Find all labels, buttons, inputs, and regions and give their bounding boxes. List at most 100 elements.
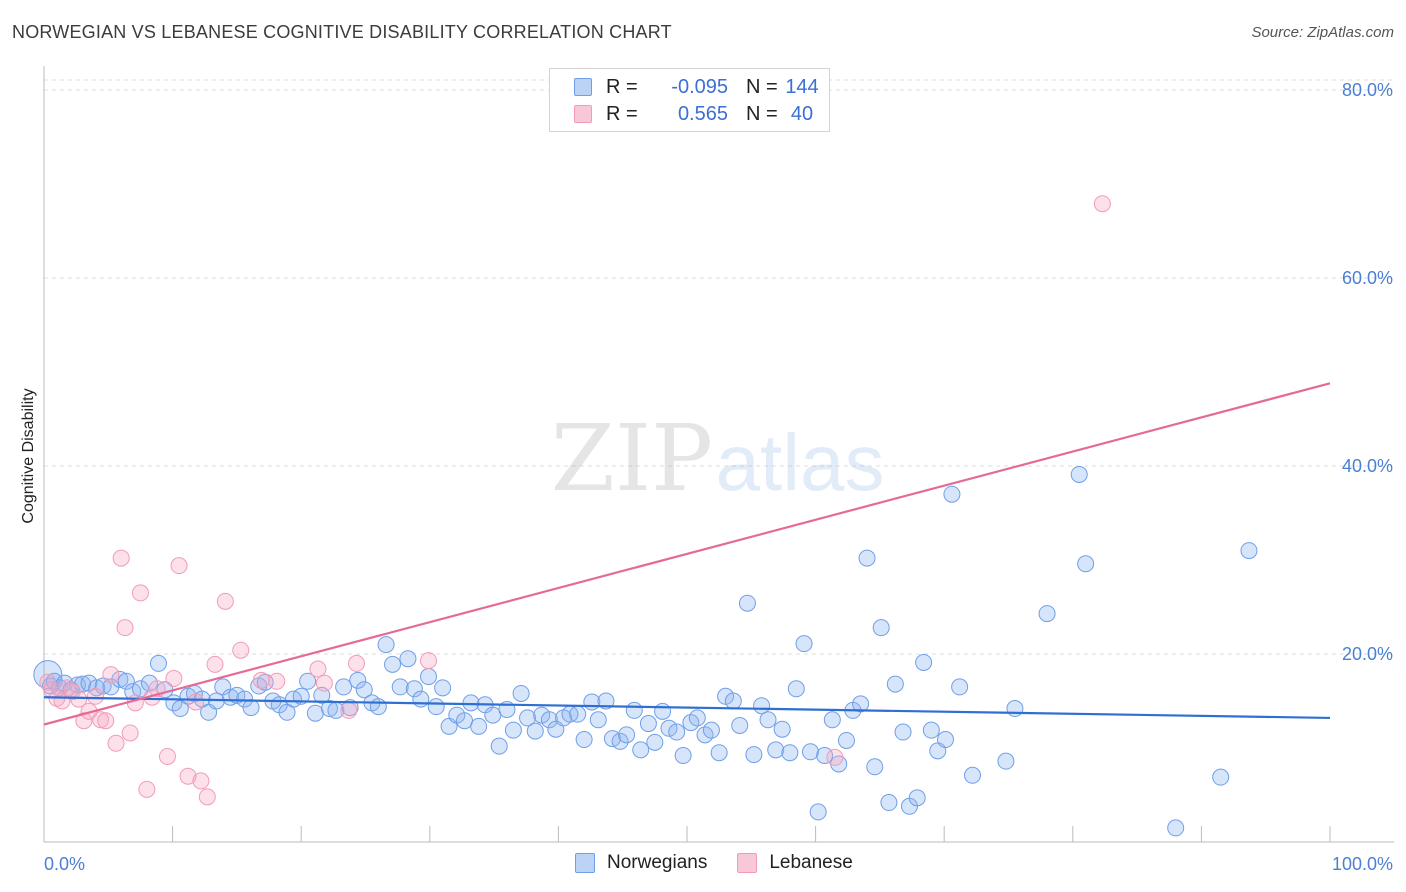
lebanese-point [70, 690, 88, 708]
norwegians-point [384, 655, 402, 673]
norwegians-points [33, 465, 1258, 837]
lebanese-swatch [574, 105, 592, 123]
lebanese-point [179, 767, 197, 785]
source-label: Source: ZipAtlas.com [1251, 24, 1394, 41]
norwegians-point [88, 679, 106, 697]
norwegians-point [886, 675, 904, 693]
norwegians-point [236, 690, 254, 708]
norwegians-point [738, 594, 756, 612]
norwegians-point [809, 803, 827, 821]
norwegians-point [589, 711, 607, 729]
norwegians-point [997, 752, 1015, 770]
norwegians-point [470, 717, 488, 735]
norwegians-point [872, 619, 890, 637]
norwegians-point [710, 744, 728, 762]
lebanese-point [158, 747, 176, 765]
chart-title: NORWEGIAN VS LEBANESE COGNITIVE DISABILI… [12, 22, 672, 42]
norwegians-point [625, 701, 643, 719]
n-value: 40 [790, 102, 814, 125]
watermark-zip: ZIP [551, 405, 713, 512]
norwegians-point [1077, 555, 1095, 573]
x-tick-label-max: 100.0% [1332, 854, 1393, 874]
norwegians-point [1212, 768, 1230, 786]
lebanese-point [92, 711, 110, 729]
r-label: R = [606, 102, 638, 125]
norwegians-point [412, 690, 430, 708]
norwegians-point [837, 731, 855, 749]
norwegians-point [1167, 819, 1185, 837]
lebanese-point [192, 772, 210, 790]
lebanese-point [75, 712, 93, 730]
gridlines [44, 79, 1394, 655]
lebanese-point [187, 693, 205, 711]
norwegians-point [569, 705, 587, 723]
lebanese-point [131, 584, 149, 602]
norwegians-point [724, 692, 742, 710]
trend-lines [43, 382, 1331, 726]
norwegians-point [504, 721, 522, 739]
lebanese-point [216, 592, 234, 610]
norwegians-point [117, 672, 135, 690]
norwegians-point [512, 684, 530, 702]
lebanese-point [315, 674, 333, 692]
legend-row-lebanese: R = 0.565 N = 40 [574, 101, 822, 127]
norwegians-point [823, 711, 841, 729]
norwegians-point [781, 744, 799, 762]
norwegians-point [349, 671, 367, 689]
lebanese-point [165, 669, 183, 687]
y-axis-label: Cognitive Disability [20, 388, 37, 523]
x-tick-label-min: 0.0% [44, 854, 85, 874]
norwegians-point [816, 747, 834, 765]
norwegians-point [639, 715, 657, 733]
r-value: -0.095 [671, 75, 728, 98]
watermark-atlas: atlas [716, 418, 885, 507]
norwegians-point [894, 723, 912, 741]
norwegians-point [306, 704, 324, 722]
norwegians-point [745, 746, 763, 764]
norwegians-point [1070, 465, 1088, 483]
n-value: 144 [785, 75, 819, 98]
lebanese-point [121, 724, 139, 742]
legend-label-lebanese: Lebanese [769, 852, 853, 873]
norwegians-point [915, 653, 933, 671]
norwegians-point [866, 758, 884, 776]
norwegians-point [922, 721, 940, 739]
r-value: 0.565 [677, 102, 728, 125]
norwegians-point [299, 672, 317, 690]
norwegians-point [111, 670, 129, 688]
norwegians-point [462, 694, 480, 712]
lebanese-point [252, 671, 270, 689]
norwegians-trend-line [43, 696, 1331, 720]
lebanese-point [107, 734, 125, 752]
norwegians-point [1006, 700, 1024, 718]
norwegians-point [787, 680, 805, 698]
norwegians-point [369, 698, 387, 716]
norwegians-point [858, 549, 876, 567]
lebanese-point [347, 654, 365, 672]
norwegians-point [654, 702, 672, 720]
lebanese-point [268, 672, 286, 690]
norwegians-point [759, 711, 777, 729]
norwegians-point [618, 726, 636, 744]
y-tick-label: 40.0% [1342, 456, 1393, 476]
norwegians-point [335, 678, 353, 696]
r-label: R = [606, 75, 638, 98]
legend-item-norwegians[interactable]: Norwegians [575, 852, 707, 874]
norwegians-point [951, 678, 969, 696]
tick-labels: 20.0% 40.0% 60.0% 80.0% 0.0% 100.0% [44, 80, 1393, 874]
lebanese-point [116, 619, 134, 637]
norwegians-point [801, 743, 819, 761]
y-tick-label: 20.0% [1342, 644, 1393, 664]
legend-label-norwegians: Norwegians [607, 852, 708, 873]
norwegians-point [908, 789, 926, 807]
norwegians-point [688, 709, 706, 727]
lebanese-point [170, 557, 188, 575]
norwegians-point [519, 709, 537, 727]
norwegians-point [597, 692, 615, 710]
legend-item-lebanese[interactable]: Lebanese [737, 852, 853, 874]
norwegians-point [490, 737, 508, 755]
norwegians-point [852, 695, 870, 713]
y-tick-label: 80.0% [1342, 80, 1393, 100]
norwegians-point [795, 635, 813, 653]
